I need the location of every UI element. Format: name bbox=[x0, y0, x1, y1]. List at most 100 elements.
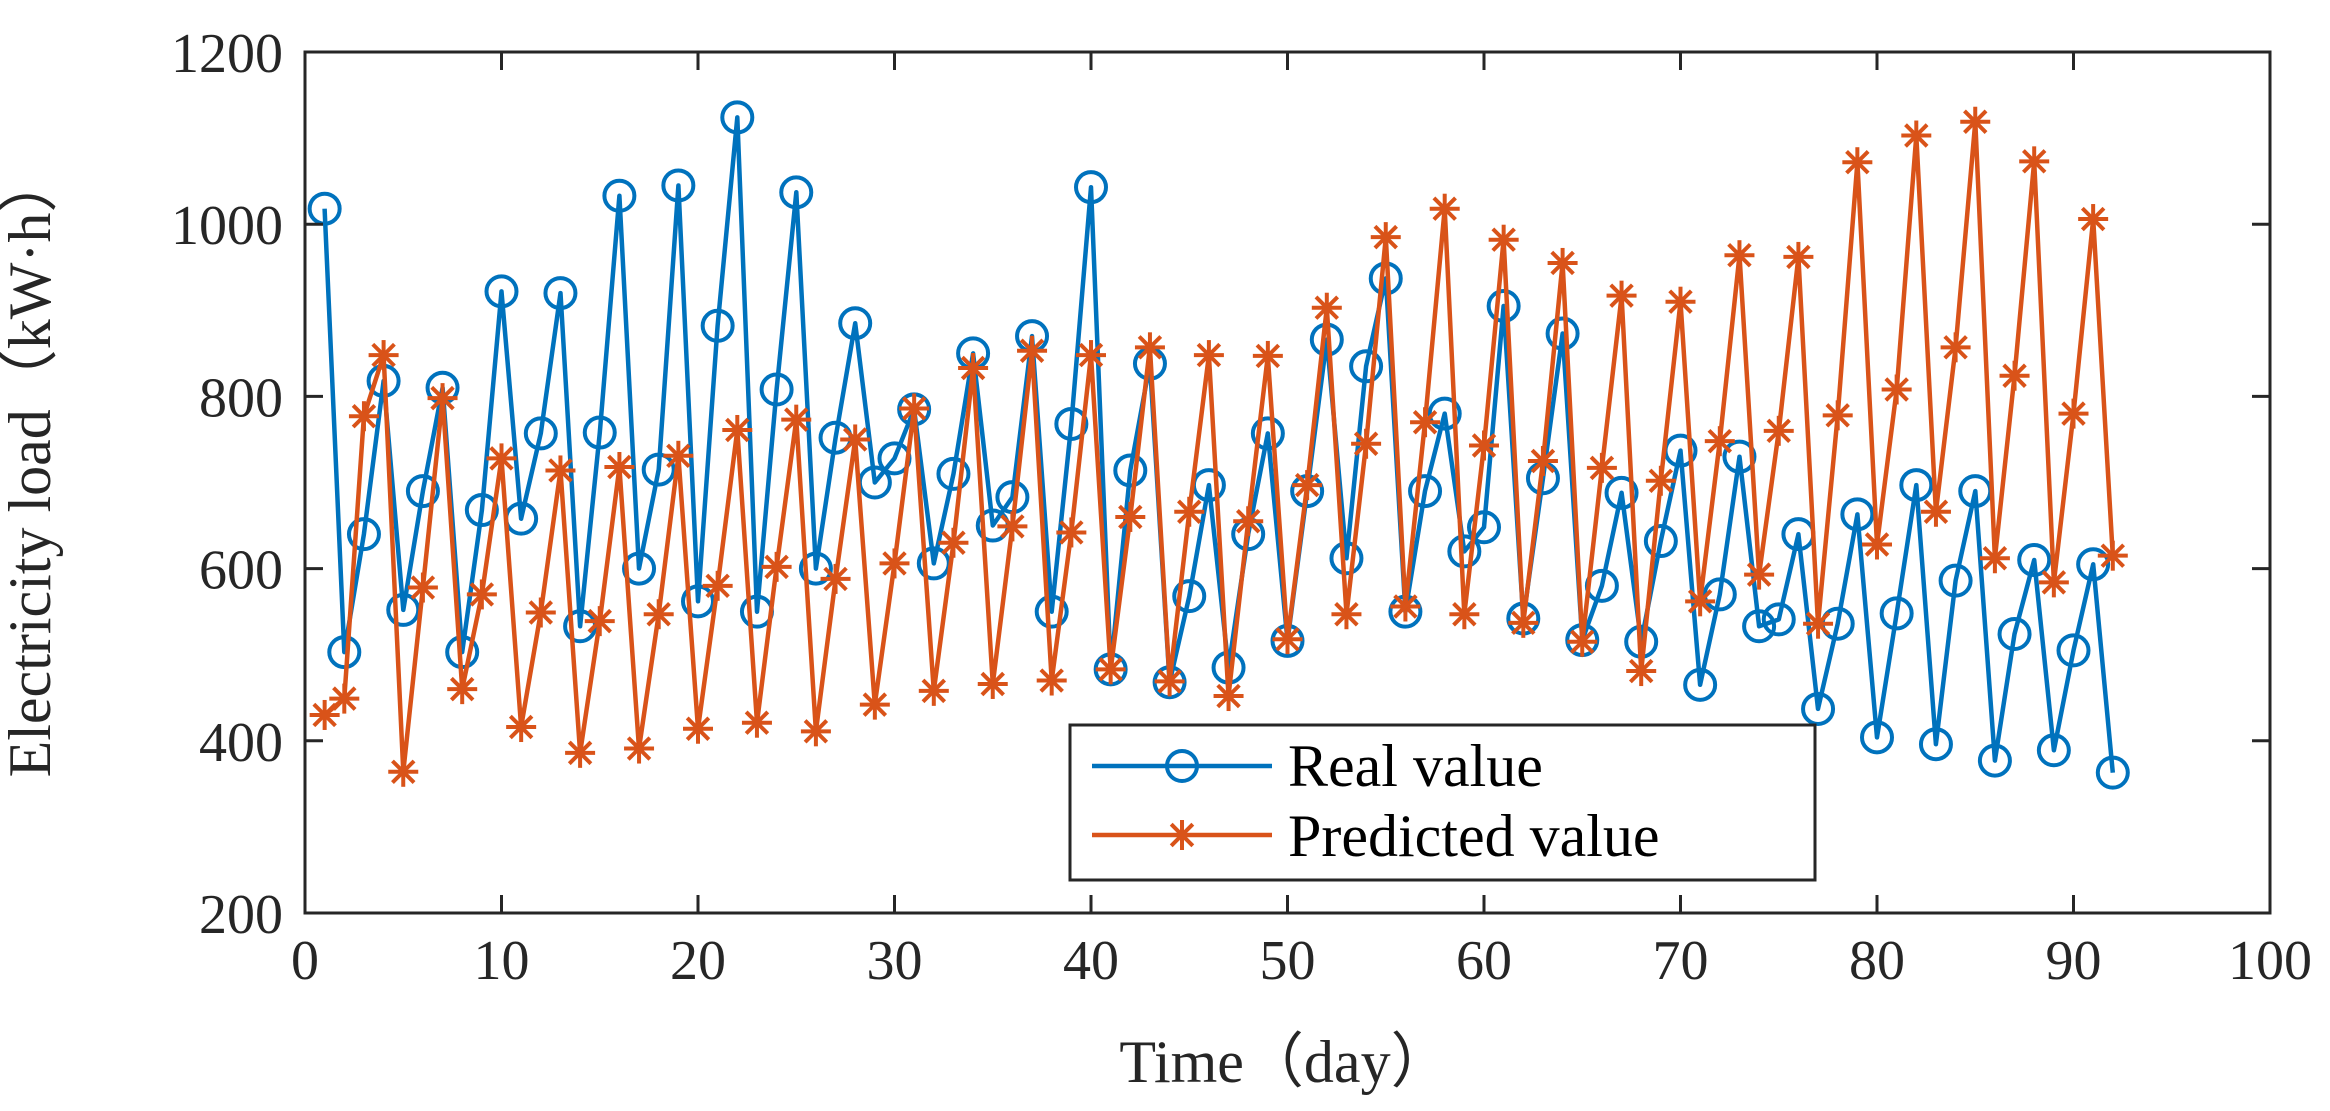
marker-real-42 bbox=[1113, 453, 1148, 488]
marker-predicted-80 bbox=[1862, 529, 1892, 560]
marker-predicted-18 bbox=[643, 599, 674, 630]
marker-predicted-61 bbox=[1488, 224, 1519, 255]
marker-real-87 bbox=[1997, 617, 2032, 652]
marker-predicted-56 bbox=[1390, 591, 1421, 622]
marker-real-21 bbox=[700, 308, 735, 343]
marker-predicted-44 bbox=[1154, 666, 1185, 697]
marker-predicted-2 bbox=[329, 683, 360, 714]
marker-predicted-74 bbox=[1744, 559, 1775, 590]
marker-predicted-66 bbox=[1586, 452, 1617, 483]
marker-predicted-19 bbox=[663, 440, 694, 471]
marker-real-17 bbox=[622, 551, 657, 586]
marker-predicted-69 bbox=[1645, 465, 1676, 496]
marker-predicted-65 bbox=[1567, 626, 1598, 657]
marker-predicted-23 bbox=[741, 707, 772, 738]
marker-predicted-14 bbox=[565, 737, 596, 768]
x-tick-label: 100 bbox=[2228, 930, 2312, 992]
marker-predicted-41 bbox=[1095, 654, 1126, 685]
marker-real-25 bbox=[779, 175, 814, 210]
marker-real-24 bbox=[759, 372, 794, 407]
series-line-real bbox=[322, 115, 2116, 773]
marker-real-28 bbox=[838, 306, 873, 341]
marker-predicted-28 bbox=[840, 424, 871, 455]
marker-real-22 bbox=[720, 100, 755, 135]
marker-predicted-49 bbox=[1252, 340, 1283, 371]
marker-predicted-58 bbox=[1429, 193, 1460, 224]
marker-predicted-20 bbox=[683, 713, 713, 744]
marker-predicted-42 bbox=[1115, 501, 1146, 532]
y-tick-label: 1000 bbox=[171, 195, 283, 257]
y-tick-label: 400 bbox=[199, 712, 283, 774]
marker-real-91 bbox=[2076, 547, 2111, 582]
marker-predicted-36 bbox=[997, 511, 1028, 542]
marker-real-19 bbox=[661, 168, 696, 203]
x-tick-label: 60 bbox=[1456, 930, 1512, 992]
marker-real-80 bbox=[1860, 720, 1894, 755]
marker-predicted-86 bbox=[1979, 543, 2010, 574]
marker-predicted-71 bbox=[1685, 586, 1716, 617]
marker-predicted-39 bbox=[1056, 517, 1087, 548]
marker-predicted-62 bbox=[1508, 607, 1539, 638]
marker-predicted-76 bbox=[1783, 241, 1814, 272]
marker-real-84 bbox=[1938, 563, 1973, 598]
marker-predicted-45 bbox=[1174, 496, 1205, 527]
marker-real-89 bbox=[2036, 733, 2071, 768]
legend-label-real: Real value bbox=[1288, 733, 1543, 799]
y-axis-label: Electricity load（kW·h） bbox=[0, 153, 63, 778]
marker-predicted-60 bbox=[1469, 430, 1499, 461]
marker-predicted-11 bbox=[506, 712, 537, 743]
marker-predicted-54 bbox=[1351, 428, 1382, 459]
marker-predicted-33 bbox=[938, 527, 969, 558]
marker-real-13 bbox=[543, 276, 578, 311]
marker-real-40 bbox=[1074, 170, 1108, 205]
marker-predicted-78 bbox=[1822, 400, 1853, 431]
marker-predicted-53 bbox=[1331, 599, 1362, 630]
y-tick-label: 800 bbox=[199, 367, 283, 429]
marker-real-39 bbox=[1054, 406, 1089, 441]
marker-real-61 bbox=[1486, 288, 1521, 323]
marker-real-82 bbox=[1899, 468, 1934, 503]
marker-real-92 bbox=[2095, 755, 2130, 790]
marker-predicted-72 bbox=[1704, 426, 1735, 457]
marker-real-16 bbox=[602, 178, 637, 213]
marker-predicted-8 bbox=[447, 674, 478, 705]
marker-predicted-7 bbox=[427, 383, 458, 414]
marker-real-81 bbox=[1879, 596, 1914, 631]
x-tick-label: 10 bbox=[474, 930, 530, 992]
marker-predicted-79 bbox=[1842, 147, 1873, 178]
x-tick-label: 20 bbox=[670, 930, 726, 992]
marker-real-38 bbox=[1034, 594, 1069, 629]
marker-real-86 bbox=[1977, 743, 2012, 778]
marker-predicted-30 bbox=[879, 548, 910, 579]
marker-predicted-12 bbox=[525, 597, 556, 628]
marker-predicted-75 bbox=[1763, 415, 1794, 446]
marker-real-45 bbox=[1172, 579, 1207, 614]
x-axis-label: Time（day） bbox=[1119, 1029, 1450, 1095]
marker-real-33 bbox=[936, 456, 971, 491]
marker-predicted-52 bbox=[1311, 292, 1342, 323]
marker-real-77 bbox=[1801, 691, 1836, 726]
marker-real-57 bbox=[1408, 474, 1443, 509]
marker-real-26 bbox=[798, 551, 833, 586]
marker-predicted-59 bbox=[1449, 599, 1480, 630]
marker-real-53 bbox=[1329, 541, 1364, 576]
marker-predicted-38 bbox=[1036, 665, 1067, 696]
marker-predicted-35 bbox=[977, 668, 1008, 699]
marker-real-88 bbox=[2017, 542, 2052, 577]
marker-predicted-37 bbox=[1017, 335, 1048, 366]
marker-predicted-50 bbox=[1272, 624, 1303, 655]
marker-real-15 bbox=[582, 415, 617, 450]
marker-predicted-4 bbox=[368, 340, 399, 371]
marker-predicted-40 bbox=[1076, 340, 1106, 371]
marker-real-20 bbox=[681, 584, 715, 619]
marker-predicted-3 bbox=[348, 401, 379, 432]
marker-real-9 bbox=[464, 493, 499, 528]
marker-real-75 bbox=[1761, 602, 1796, 637]
marker-real-59 bbox=[1447, 534, 1482, 569]
marker-predicted-1 bbox=[309, 699, 340, 730]
marker-real-3 bbox=[346, 517, 381, 552]
marker-predicted-21 bbox=[702, 570, 733, 601]
marker-real-58 bbox=[1427, 396, 1462, 431]
marker-predicted-90 bbox=[2058, 398, 2089, 429]
